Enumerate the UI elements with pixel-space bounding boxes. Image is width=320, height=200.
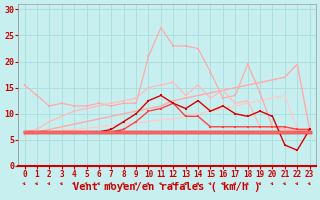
X-axis label: Vent moyen/en rafales ( km/h ): Vent moyen/en rafales ( km/h ) <box>73 182 261 192</box>
